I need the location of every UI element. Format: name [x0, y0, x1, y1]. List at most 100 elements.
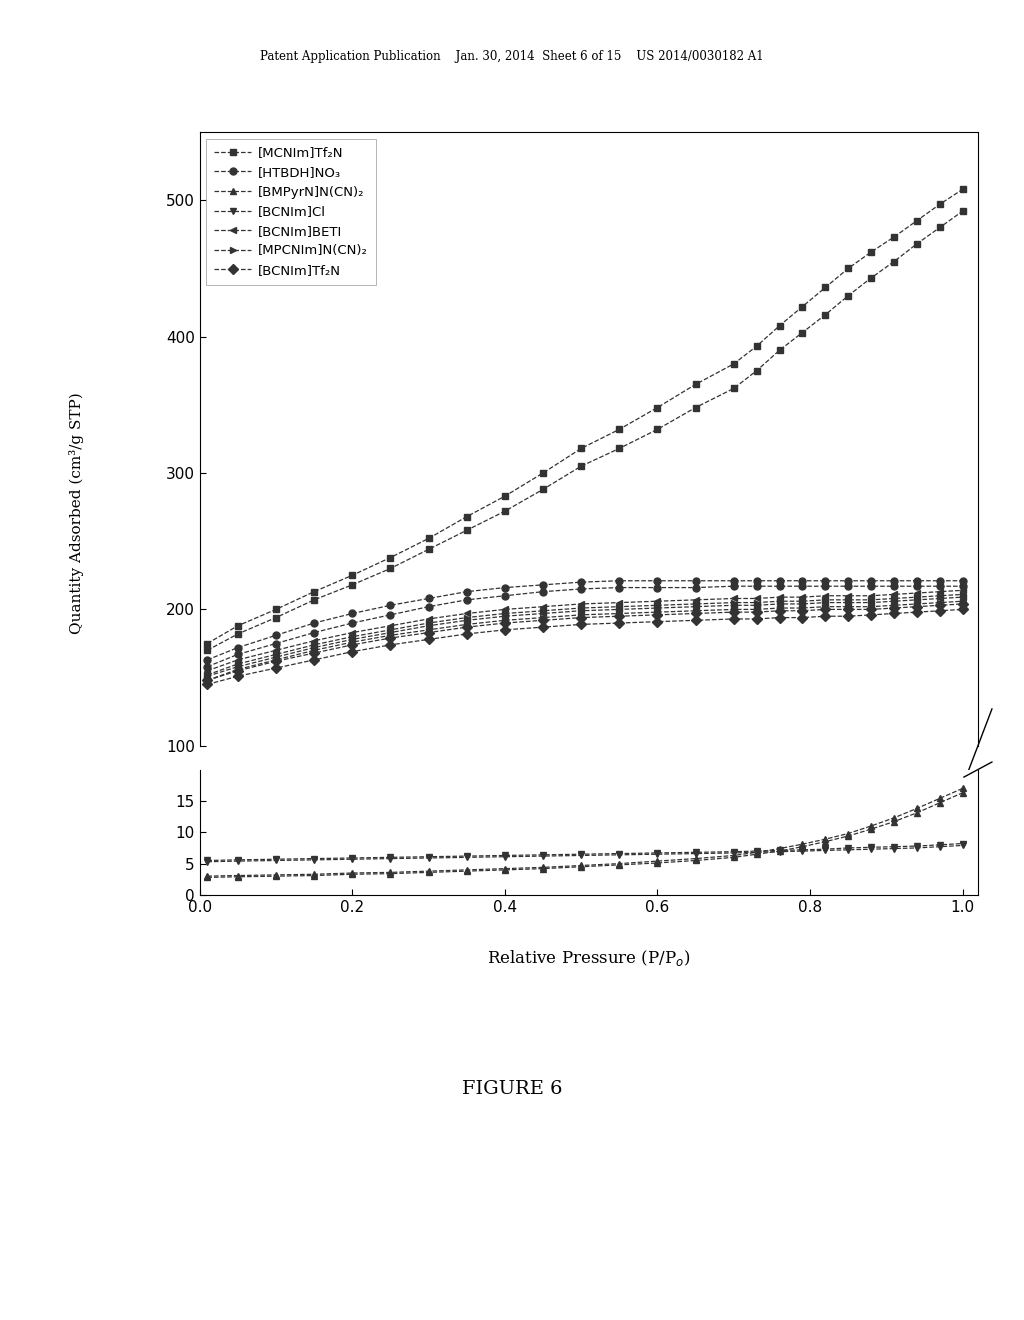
[MPCNIm]N(CN)₂	[613, 599, 626, 615]
[BCNIm]Tf₂N	[384, 630, 396, 645]
[BMPyrN]N(CN)₂	[842, 825, 854, 841]
[HTBDH]NO₃	[651, 573, 664, 589]
[BMPyrN]N(CN)₂	[613, 855, 626, 871]
[MCNIm]Tf₂N	[461, 508, 473, 524]
[BMPyrN]N(CN)₂	[888, 810, 900, 826]
[BCNIm]Tf₂N	[231, 663, 244, 678]
[BCNIm]BETI	[575, 597, 588, 612]
[BCNIm]Tf₂N	[575, 610, 588, 626]
[BCNIm]Cl	[910, 838, 923, 854]
[MCNIm]Tf₂N	[865, 244, 878, 260]
[MPCNIm]N(CN)₂	[575, 601, 588, 616]
[BCNIm]BETI	[231, 652, 244, 668]
[BCNIm]Cl	[461, 849, 473, 865]
[HTBDH]NO₃	[270, 627, 283, 643]
[MPCNIm]N(CN)₂	[842, 591, 854, 607]
Line: [BCNIm]Tf₂N: [BCNIm]Tf₂N	[204, 601, 966, 684]
[BCNIm]Tf₂N	[956, 597, 969, 612]
[BCNIm]BETI	[956, 582, 969, 598]
[BCNIm]Tf₂N	[773, 603, 785, 619]
[BCNIm]BETI	[819, 587, 831, 603]
[MPCNIm]N(CN)₂	[751, 594, 763, 610]
[BMPyrN]N(CN)₂	[423, 863, 435, 879]
[HTBDH]NO₃	[910, 573, 923, 589]
[MPCNIm]N(CN)₂	[819, 591, 831, 607]
[MPCNIm]N(CN)₂	[956, 586, 969, 602]
[BCNIm]Tf₂N	[888, 601, 900, 616]
[MCNIm]Tf₂N	[888, 230, 900, 246]
[MCNIm]Tf₂N	[201, 636, 213, 652]
[HTBDH]NO₃	[819, 573, 831, 589]
[BCNIm]Tf₂N	[423, 624, 435, 640]
[HTBDH]NO₃	[797, 573, 809, 589]
[MPCNIm]N(CN)₂	[423, 615, 435, 631]
[BCNIm]Tf₂N	[842, 602, 854, 618]
[BCNIm]Cl	[651, 845, 664, 861]
[MCNIm]Tf₂N	[537, 465, 549, 480]
[BCNIm]BETI	[423, 611, 435, 627]
[BCNIm]Tf₂N	[689, 606, 701, 622]
[MCNIm]Tf₂N	[231, 618, 244, 634]
[BCNIm]BETI	[537, 599, 549, 615]
[MPCNIm]N(CN)₂	[689, 597, 701, 612]
[BMPyrN]N(CN)₂	[575, 858, 588, 874]
[BCNIm]Cl	[934, 837, 946, 853]
Line: [HTBDH]NO₃: [HTBDH]NO₃	[204, 577, 966, 664]
[BCNIm]Tf₂N	[797, 603, 809, 619]
[MPCNIm]N(CN)₂	[651, 598, 664, 614]
[BMPyrN]N(CN)₂	[499, 861, 511, 876]
[BCNIm]Tf₂N	[651, 607, 664, 623]
[MCNIm]Tf₂N	[423, 531, 435, 546]
[BCNIm]Cl	[537, 847, 549, 863]
[HTBDH]NO₃	[201, 652, 213, 668]
[BCNIm]Tf₂N	[537, 612, 549, 628]
[MCNIm]Tf₂N	[575, 441, 588, 457]
[MCNIm]Tf₂N	[613, 421, 626, 437]
[BCNIm]BETI	[499, 602, 511, 618]
[BMPyrN]N(CN)₂	[537, 859, 549, 875]
[MPCNIm]N(CN)₂	[308, 638, 321, 653]
Legend: [MCNIm]Tf₂N, [HTBDH]NO₃, [BMPyrN]N(CN)₂, [BCNIm]Cl, [BCNIm]BETI, [MPCNIm]N(CN)₂,: [MCNIm]Tf₂N, [HTBDH]NO₃, [BMPyrN]N(CN)₂,…	[206, 139, 376, 285]
[MPCNIm]N(CN)₂	[537, 603, 549, 619]
[HTBDH]NO₃	[346, 606, 358, 622]
[BCNIm]Tf₂N	[308, 645, 321, 661]
[BCNIm]Cl	[797, 842, 809, 858]
[MPCNIm]N(CN)₂	[499, 606, 511, 622]
[BCNIm]Cl	[842, 840, 854, 855]
[MPCNIm]N(CN)₂	[461, 610, 473, 626]
[BMPyrN]N(CN)₂	[956, 780, 969, 796]
[HTBDH]NO₃	[842, 573, 854, 589]
[BCNIm]Cl	[423, 849, 435, 865]
Line: [BCNIm]BETI: [BCNIm]BETI	[204, 587, 966, 675]
[BCNIm]Cl	[865, 840, 878, 855]
[MCNIm]Tf₂N	[651, 400, 664, 416]
[BCNIm]BETI	[910, 585, 923, 601]
[MPCNIm]N(CN)₂	[773, 593, 785, 609]
[BCNIm]BETI	[728, 590, 740, 606]
[MCNIm]Tf₂N	[956, 181, 969, 197]
[BCNIm]Cl	[728, 843, 740, 859]
[MCNIm]Tf₂N	[308, 583, 321, 599]
[BCNIm]Cl	[689, 845, 701, 861]
[BCNIm]Tf₂N	[499, 615, 511, 631]
[BCNIm]Tf₂N	[613, 609, 626, 624]
[MCNIm]Tf₂N	[773, 318, 785, 334]
[BMPyrN]N(CN)₂	[201, 869, 213, 884]
[BCNIm]Tf₂N	[865, 602, 878, 618]
[BCNIm]Cl	[384, 850, 396, 866]
[BCNIm]Cl	[613, 846, 626, 862]
[BCNIm]Cl	[819, 841, 831, 857]
[BCNIm]BETI	[865, 587, 878, 603]
[HTBDH]NO₃	[461, 583, 473, 599]
[BCNIm]BETI	[308, 632, 321, 648]
[BCNIm]Cl	[270, 851, 283, 867]
[BCNIm]BETI	[384, 618, 396, 634]
[BCNIm]Cl	[773, 842, 785, 858]
[BMPyrN]N(CN)₂	[819, 832, 831, 847]
[HTBDH]NO₃	[423, 590, 435, 606]
[MCNIm]Tf₂N	[270, 602, 283, 618]
[BCNIm]Tf₂N	[346, 638, 358, 653]
[MPCNIm]N(CN)₂	[910, 589, 923, 605]
[BCNIm]Cl	[346, 850, 358, 866]
[MPCNIm]N(CN)₂	[728, 594, 740, 610]
